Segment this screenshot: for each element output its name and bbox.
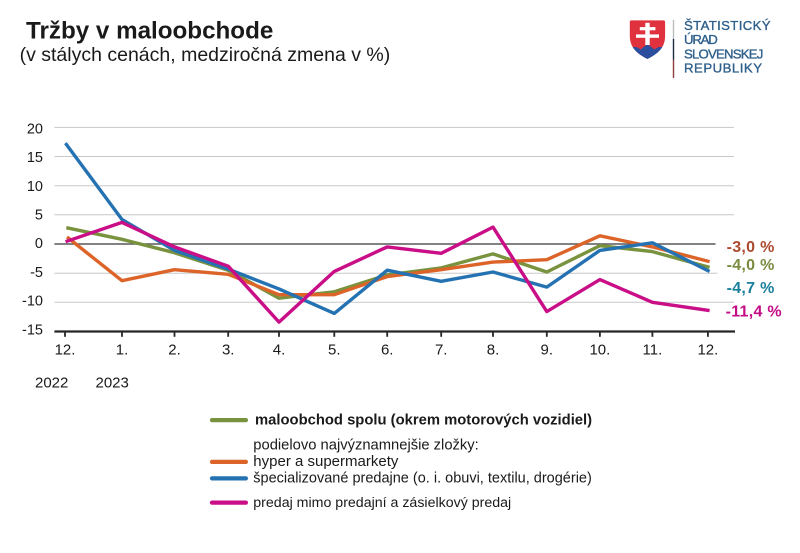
svg-text:3.: 3.: [222, 342, 235, 359]
svg-text:12.: 12.: [55, 342, 76, 359]
svg-text:5: 5: [35, 208, 43, 224]
svg-text:maloobchod spolu (okrem motoro: maloobchod spolu (okrem motorových vozid…: [255, 413, 592, 429]
svg-text:2.: 2.: [168, 342, 181, 359]
svg-text:ŠTATISTICKÝ: ŠTATISTICKÝ: [684, 18, 771, 33]
svg-text:-3,0 %: -3,0 %: [727, 239, 775, 256]
svg-text:10: 10: [27, 179, 43, 195]
svg-text:2023: 2023: [96, 374, 129, 391]
svg-text:Tržby v maloobchode: Tržby v maloobchode: [26, 18, 273, 45]
svg-text:0: 0: [35, 236, 43, 252]
svg-text:20: 20: [27, 121, 43, 137]
svg-text:9.: 9.: [541, 342, 554, 359]
svg-text:-4,0 %: -4,0 %: [727, 257, 775, 274]
svg-text:10.: 10.: [589, 342, 610, 359]
svg-text:špecializované predajne (o. i.: špecializované predajne (o. i. obuvi, te…: [253, 470, 592, 486]
svg-text:-5: -5: [30, 265, 43, 281]
svg-text:7.: 7.: [435, 342, 448, 359]
svg-text:-10: -10: [22, 294, 43, 310]
svg-text:1.: 1.: [116, 342, 129, 359]
svg-text:4.: 4.: [273, 342, 286, 359]
svg-text:5.: 5.: [328, 342, 341, 359]
svg-text:-15: -15: [22, 322, 43, 338]
svg-text:8.: 8.: [487, 342, 500, 359]
svg-text:6.: 6.: [381, 342, 394, 359]
svg-text:REPUBLIKY: REPUBLIKY: [684, 61, 763, 76]
svg-text:ÚRAD: ÚRAD: [684, 32, 717, 47]
svg-text:hyper a supermarkety: hyper a supermarkety: [253, 453, 399, 470]
svg-text:2022: 2022: [35, 374, 68, 391]
svg-text:(v stálych cenách, medziročná: (v stálych cenách, medziročná zmena v %): [20, 44, 391, 66]
svg-text:SLOVENSKEJ: SLOVENSKEJ: [684, 46, 763, 61]
svg-text:podielovo najvýznamnejšie zlož: podielovo najvýznamnejšie zložky:: [253, 437, 478, 453]
svg-text:predaj mimo predajní a zásielk: predaj mimo predajní a zásielkový predaj: [253, 495, 511, 511]
svg-text:12.: 12.: [697, 342, 718, 359]
svg-text:11.: 11.: [643, 342, 663, 359]
svg-text:-4,7 %: -4,7 %: [727, 280, 775, 297]
svg-text:15: 15: [27, 150, 43, 166]
svg-text:-11,4 %: -11,4 %: [726, 303, 782, 320]
